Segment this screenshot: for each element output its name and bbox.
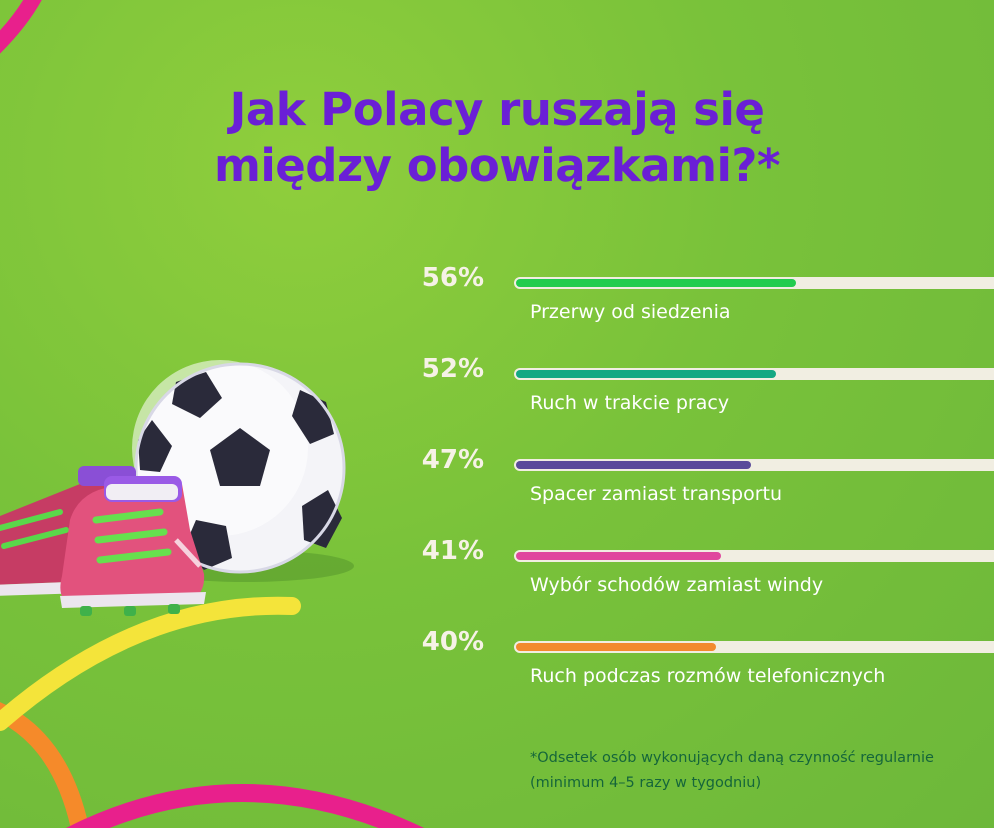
bar-row: 41% Wybór schodów zamiast windy [0,536,994,620]
bar-row: 56% Przerwy od siedzenia [0,263,994,347]
bar-category-label: Wybór schodów zamiast windy [530,574,824,596]
bar-track [514,550,994,562]
football-boots-icon [0,466,206,616]
chart-title-line-1: Jak Polacy ruszają się [229,83,765,136]
bar-value-label: 52% [421,354,484,384]
bar-category-label: Spacer zamiast transportu [530,483,783,505]
footnote: *Odsetek osób wykonujących daną czynność… [530,746,934,796]
bar-track [514,459,994,471]
bar-fill [516,370,776,378]
bar-fill [516,643,716,651]
bar-row: 52% Ruch w trakcie pracy [0,354,994,438]
magenta-arc-bottom [65,784,425,828]
bar-fill [516,552,721,560]
bar-value-label: 56% [421,263,484,293]
bar-track [514,368,994,380]
bar-track [514,641,994,653]
footnote-line-2: (minimum 4–5 razy w tygodniu) [530,775,762,791]
footnote-line-1: *Odsetek osób wykonujących daną czynność… [530,750,934,766]
bar-category-label: Ruch podczas rozmów telefonicznych [530,665,886,687]
bar-fill [516,279,796,287]
magenta-arc-top [0,0,42,54]
bar-fill [516,461,751,469]
yellow-curve [0,596,301,731]
bar-value-label: 47% [421,445,484,475]
bar-category-label: Przerwy od siedzenia [530,301,731,323]
soccer-ball-icon [132,360,354,582]
chart-title: Jak Polacy ruszają się między obowiązkam… [0,82,994,194]
bar-track [514,277,994,289]
bar-category-label: Ruch w trakcie pracy [530,392,730,414]
bar-row: 47% Spacer zamiast transportu [0,445,994,529]
bar-value-label: 40% [421,627,484,657]
chart-title-line-2: między obowiązkami?* [213,139,781,192]
bar-row: 40% Ruch podczas rozmów telefonicznych [0,627,994,711]
bar-value-label: 41% [421,536,484,566]
orange-arc [0,702,89,828]
